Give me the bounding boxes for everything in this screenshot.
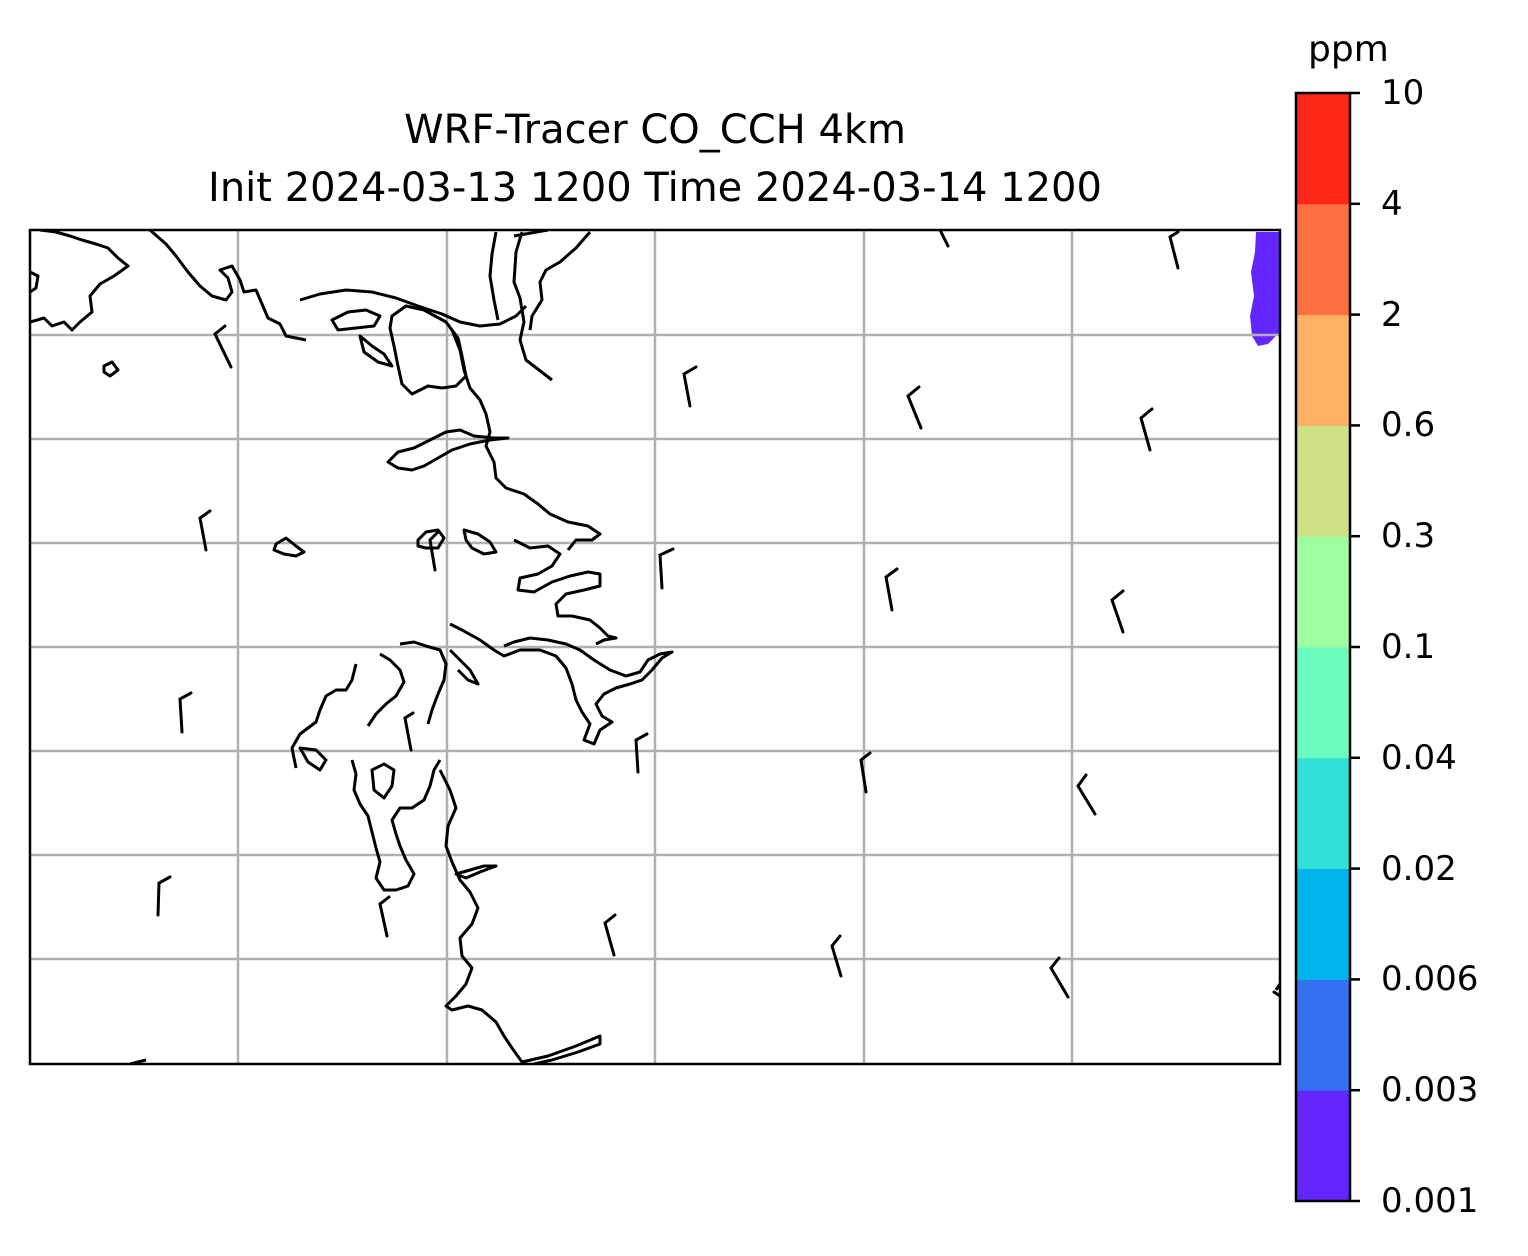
wind-barb: [634, 732, 649, 774]
coastline: [272, 536, 306, 558]
colorbar-segment: [1296, 647, 1350, 759]
colorbar-tick-label: 0.1: [1381, 627, 1436, 667]
wind-barb: [682, 365, 698, 408]
colorbar-segment: [1296, 868, 1350, 980]
colorbar: [1294, 91, 1360, 1203]
colorbar-segment: [1296, 203, 1350, 316]
wind-barbs: [156, 230, 1280, 999]
tracer-plume: [1250, 232, 1280, 346]
colorbar-segment: [1296, 93, 1350, 205]
wind-barb: [156, 875, 172, 917]
wind-barb: [906, 385, 923, 430]
coastline: [386, 428, 510, 472]
coastline: [416, 528, 446, 550]
coastline: [448, 648, 480, 686]
coastline: [399, 640, 448, 725]
colorbar-segment: [1296, 979, 1350, 1091]
colorbar-segment: [1296, 314, 1350, 426]
colorbar-segments: [1296, 93, 1350, 1202]
coastline: [513, 538, 618, 646]
map-area: [30, 230, 1280, 1064]
wind-barb: [859, 751, 872, 794]
colorbar-segment: [1296, 1090, 1350, 1202]
colorbar-tick-label: 0.001: [1381, 1181, 1479, 1221]
wind-barb: [1139, 407, 1154, 452]
wind-barb: [1049, 956, 1070, 999]
coastline: [488, 231, 500, 321]
map-frame: [28, 228, 1282, 1066]
coastline: [454, 864, 498, 880]
colorbar-tick-label: 0.006: [1381, 959, 1479, 1000]
coastline: [366, 652, 406, 727]
map-title-line1: WRF-Tracer CO_CCH 4km: [403, 107, 907, 153]
colorbar-segment: [1296, 425, 1350, 537]
colorbar-tick-label: 10: [1381, 73, 1425, 113]
wind-barb: [884, 567, 899, 612]
coastline: [102, 360, 120, 378]
wind-barb: [403, 711, 415, 752]
coastline: [388, 304, 468, 396]
coastline: [30, 270, 40, 294]
coastline: [370, 762, 396, 800]
wind-barb: [178, 691, 193, 734]
colorbar-unit-label: ppm: [1308, 29, 1389, 70]
colorbar-segment: [1296, 536, 1350, 648]
coastline: [350, 759, 442, 892]
wind-barb: [603, 913, 617, 957]
coastline: [149, 230, 307, 342]
colorbar-tick-label: 0.04: [1381, 737, 1457, 778]
wind-barb: [213, 324, 233, 369]
colorbar-tick-label: 0.6: [1381, 405, 1436, 446]
coastline: [450, 329, 602, 551]
coastlines: [30, 230, 1280, 1064]
wind-barb: [830, 934, 843, 978]
coastline: [449, 622, 674, 746]
coastline: [330, 308, 382, 332]
wind-barb: [1110, 589, 1125, 634]
colorbar-ticks: [1350, 91, 1360, 1203]
colorbar-tick-label: 0.02: [1381, 848, 1457, 889]
coastline: [512, 231, 553, 382]
coastline: [299, 288, 528, 328]
wind-barb: [1168, 230, 1180, 270]
gridlines: [30, 230, 1280, 1064]
coastline: [462, 528, 498, 556]
coastline: [358, 334, 394, 368]
wind-barb: [1076, 773, 1097, 816]
colorbar-segment: [1296, 757, 1350, 870]
wind-barb: [938, 230, 950, 248]
coastline: [30, 230, 130, 332]
colorbar-tick-label: 0.3: [1381, 516, 1436, 557]
coastline: [438, 769, 602, 1064]
wind-barb: [658, 547, 675, 590]
coastline: [290, 663, 358, 769]
colorbar-tick-label: 4: [1381, 183, 1403, 224]
wind-barb: [198, 509, 212, 552]
wind-barb: [428, 530, 440, 572]
coastline: [298, 746, 328, 772]
coastline: [528, 231, 592, 331]
map-title-line2: Init 2024-03-13 1200 Time 2024-03-14 120…: [208, 165, 1102, 211]
wind-barb: [378, 895, 391, 938]
colorbar-tick-label: 0.003: [1381, 1070, 1479, 1111]
colorbar-tick-label: 2: [1381, 294, 1403, 335]
